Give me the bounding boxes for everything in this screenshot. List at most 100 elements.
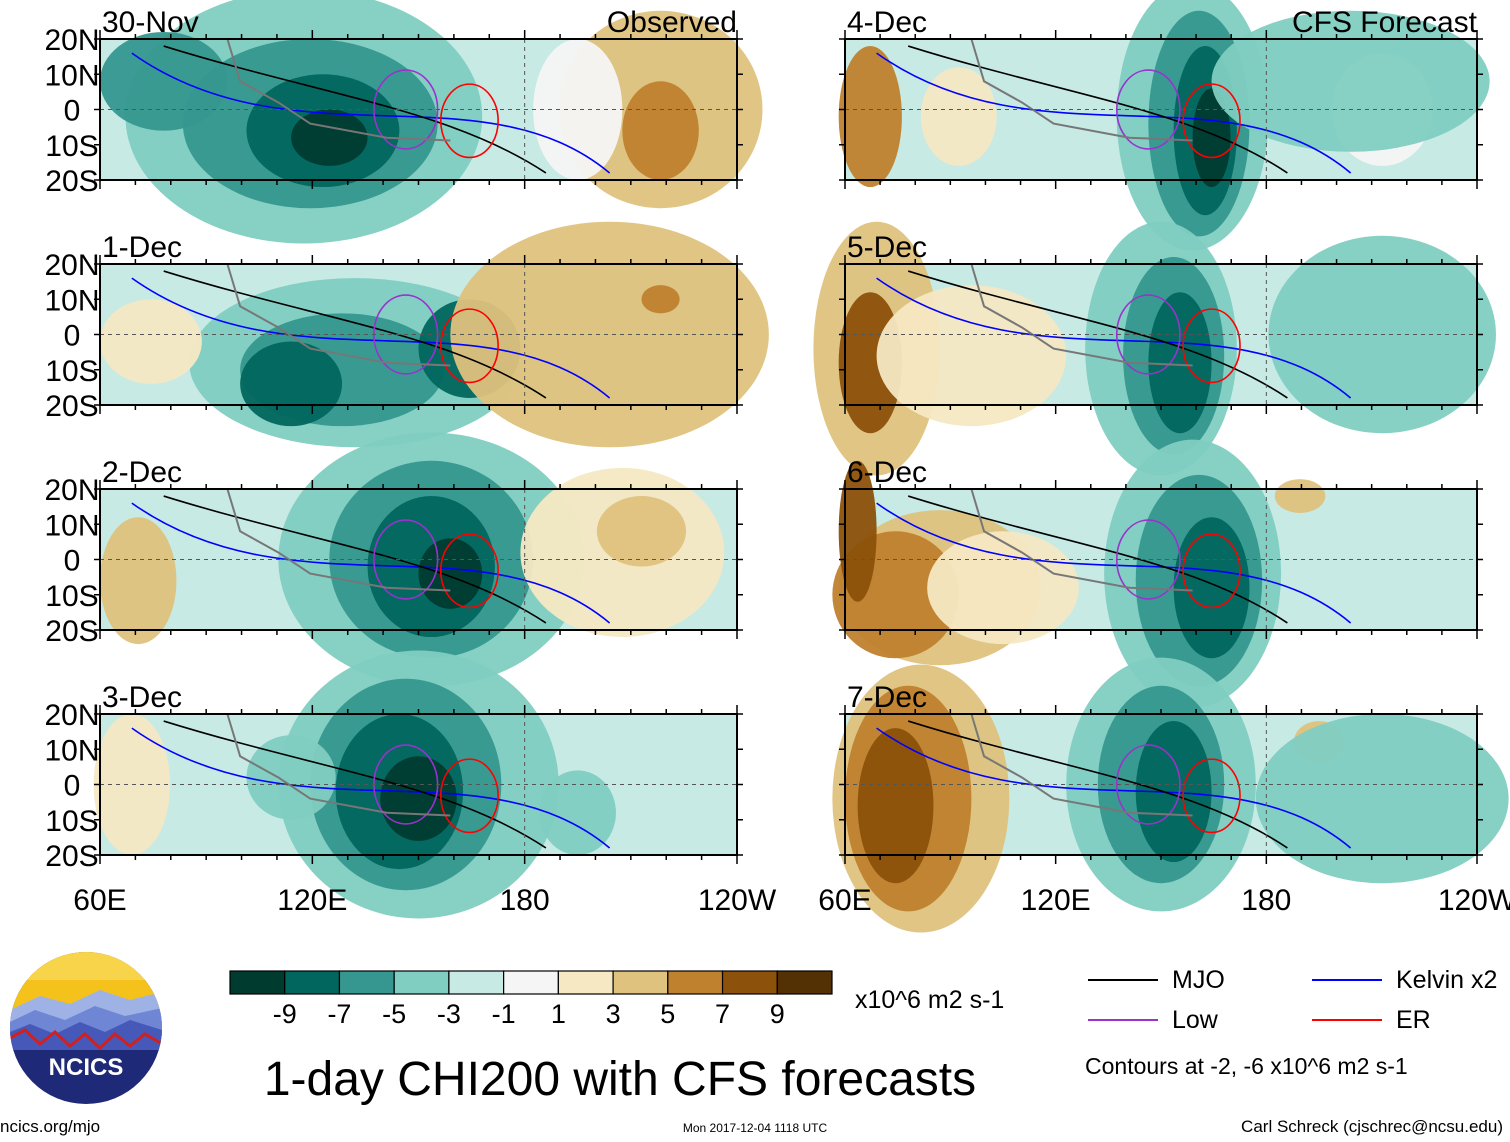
y-tick-label: 10N [44, 284, 99, 317]
colorbar-swatch [612, 970, 669, 995]
y-tick-label: 20N [44, 249, 99, 282]
y-tick-label: 10S [45, 355, 98, 388]
er-contour [1182, 758, 1241, 834]
y-tick-label: 20S [45, 615, 98, 648]
er-contour [439, 758, 499, 834]
panel-5-dec: 5-Dec [813, 221, 1496, 476]
field-blob [93, 714, 171, 855]
field-blob [539, 770, 616, 855]
y-tick-label: 10S [45, 805, 98, 838]
field-blob [596, 496, 687, 567]
mjo-contour [163, 495, 547, 624]
coastline [970, 263, 1193, 367]
colorbar-tick-label: 7 [715, 999, 730, 1029]
coastline [226, 263, 451, 367]
field-shading [100, 0, 763, 244]
coastline [226, 38, 451, 142]
panel-date-label: 7-Dec [847, 681, 927, 714]
panel-date-label: 2-Dec [102, 456, 182, 489]
field-blob [1173, 517, 1250, 659]
field-blob [1192, 88, 1231, 188]
observed-label: Observed [607, 6, 737, 39]
panel-date-label: 5-Dec [847, 231, 927, 264]
legend-label: Kelvin x2 [1396, 966, 1497, 994]
colorbar-swatch [503, 970, 559, 995]
footer-site: ncics.org/mjo [0, 1117, 100, 1136]
mjo-contour [907, 720, 1288, 849]
field-blob [380, 756, 457, 841]
y-tick-label: 10S [45, 580, 98, 613]
field-blob [100, 299, 202, 384]
low-contour [1115, 519, 1181, 600]
x-tick-label: 120W [1438, 884, 1510, 917]
mjo-contour [907, 495, 1288, 624]
low-contour [1115, 744, 1181, 825]
kelvin-contour [131, 277, 611, 399]
field-blob [876, 285, 1067, 427]
coastline [226, 713, 451, 817]
colorbar-swatch [776, 970, 833, 995]
field-blob [1135, 721, 1212, 863]
low-contour [1115, 294, 1181, 375]
x-tick-label: 60E [73, 884, 126, 917]
mjo-contour [163, 270, 547, 399]
y-tick-label: 20N [44, 474, 99, 507]
field-blob [450, 221, 769, 448]
y-tick-label: 10N [44, 59, 99, 92]
x-tick-label: 180 [500, 884, 550, 917]
colorbar-swatch [229, 970, 286, 995]
field-blob [100, 31, 228, 131]
colorbar-tick-label: 1 [551, 999, 566, 1029]
field-blob [622, 81, 699, 180]
field-blob [1274, 479, 1326, 513]
footer-timestamp: Mon 2017-12-04 1118 UTC [683, 1121, 828, 1135]
y-tick-label: 20N [44, 699, 99, 732]
y-tick-label: 20S [45, 840, 98, 873]
panel-date-label: 6-Dec [847, 456, 927, 489]
legend-label: Low [1172, 1006, 1219, 1034]
field-blob [838, 460, 877, 602]
colorbar-tick-label: 9 [770, 999, 785, 1029]
colorbar-swatch [338, 970, 395, 995]
kelvin-contour [876, 727, 1352, 849]
colorbar-swatch [448, 970, 505, 995]
y-tick-label: 10N [44, 509, 99, 542]
field-blob [838, 46, 902, 188]
field-blob [1255, 714, 1509, 884]
field-blob [920, 67, 997, 166]
x-tick-label: 180 [1241, 884, 1291, 917]
colorbar-swatch [721, 970, 778, 995]
low-contour [1115, 69, 1181, 150]
er-contour [439, 533, 499, 609]
mjo-contour [907, 270, 1288, 399]
coastline [226, 488, 451, 592]
panel-4-dec: 4-Dec CFS Forecast [838, 0, 1490, 251]
mjo-contour [163, 45, 547, 174]
logo-text: NCICS [49, 1054, 124, 1081]
colorbar-tick-label: -5 [382, 999, 406, 1029]
colorbar-tick-label: -7 [327, 999, 351, 1029]
field-blob [927, 531, 1079, 645]
field-blob [533, 39, 623, 180]
field-blob [641, 285, 680, 314]
panel-date-label: 30-Nov [102, 6, 199, 39]
colorbar-tick-label: -9 [273, 999, 297, 1029]
panel-7-dec: 7-Dec [832, 657, 1509, 933]
colorbar-swatch [557, 970, 614, 995]
field-blob [1211, 10, 1490, 152]
y-tick-label: 10S [45, 130, 98, 163]
field-blob [1148, 292, 1212, 434]
field-blob [418, 538, 483, 609]
legend-label: ER [1396, 1006, 1431, 1034]
mjo-contour [907, 45, 1288, 174]
y-tick-label: 0 [64, 95, 81, 128]
field-shading [832, 657, 1509, 933]
colorbar-swatch [393, 970, 450, 995]
field-blob [857, 728, 934, 884]
x-axis-labels: 60E 120E 180 120W 60E 120E 180 120W [73, 884, 1510, 917]
